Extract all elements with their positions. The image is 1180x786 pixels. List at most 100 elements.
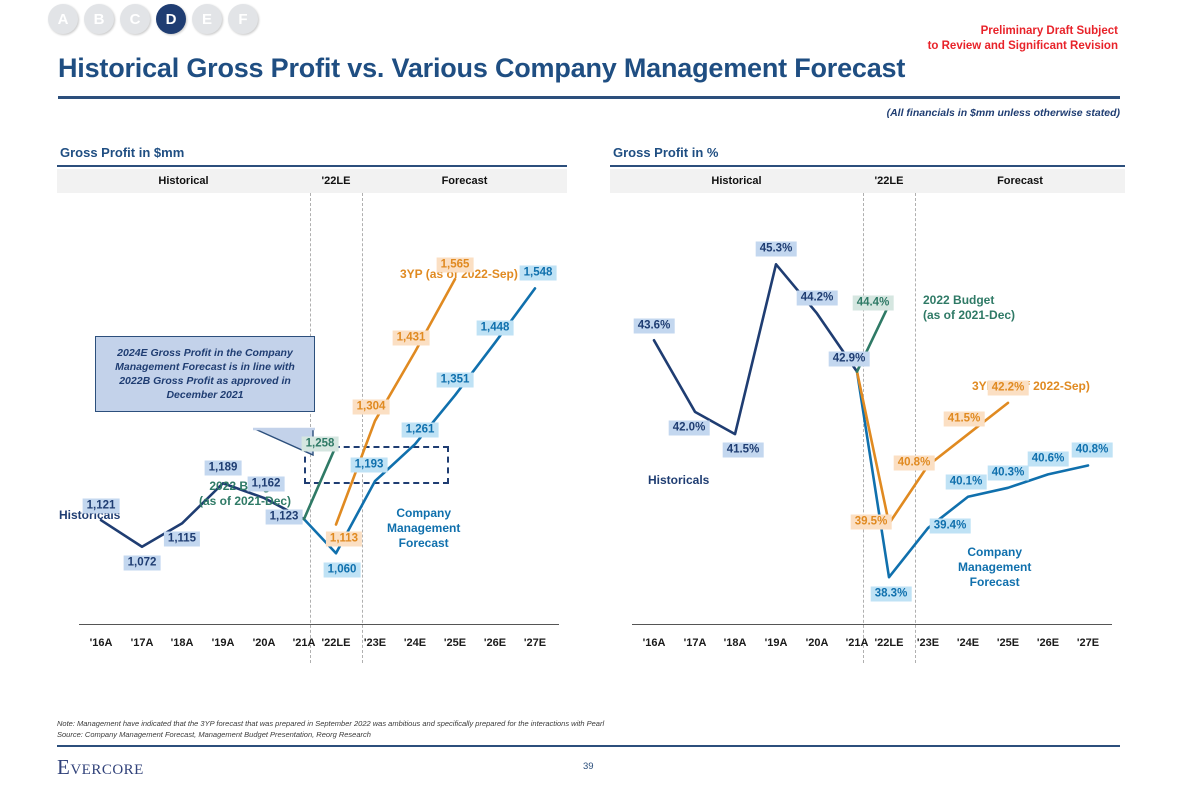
- x-tick-label: '23E: [916, 637, 940, 649]
- draft-line-1: Preliminary Draft Subject: [980, 25, 1118, 37]
- panel-title-percent: Gross Profit in %: [613, 145, 719, 160]
- plot-area-dollars: 2024E Gross Profit in the Company Manage…: [57, 193, 567, 663]
- band-le: '22LE: [321, 175, 351, 187]
- data-label: 42.2%: [987, 380, 1029, 396]
- x-tick-label: '16A: [642, 637, 666, 649]
- data-label: 1,060: [323, 562, 361, 578]
- page-title: Historical Gross Profit vs. Various Comp…: [58, 53, 906, 83]
- logo-first-letter: E: [57, 755, 71, 779]
- x-tick-label: '26E: [1036, 637, 1060, 649]
- annotation-3yp-left: 3YP (as of 2022-Sep): [400, 267, 518, 281]
- series-line-company-management-forecast: [302, 287, 537, 555]
- data-label: 42.0%: [668, 420, 710, 436]
- x-tick-label: '21A: [845, 637, 869, 649]
- panel-divider: [610, 165, 1125, 167]
- annotation-budget-right: 2022 Budget (as of 2021-Dec): [923, 293, 1016, 322]
- x-tick-label: '25E: [443, 637, 467, 649]
- units-note: (All financials in $mm unless otherwise …: [886, 107, 1120, 119]
- data-label: 1,304: [352, 399, 390, 415]
- data-label: 1,548: [519, 265, 557, 281]
- data-label: 1,565: [436, 257, 474, 273]
- x-tick-label: '27E: [1076, 637, 1100, 649]
- x-tick-label: '18A: [723, 637, 747, 649]
- data-label: 1,072: [123, 555, 161, 571]
- data-label: 40.3%: [987, 465, 1029, 481]
- data-label: 39.4%: [929, 518, 971, 534]
- band-forecast: Forecast: [441, 175, 488, 187]
- footer-divider: [57, 745, 1120, 748]
- annotation-company-forecast-right: Company Management Forecast: [958, 545, 1032, 589]
- title-divider: [58, 96, 1120, 99]
- x-tick-label: '23E: [363, 637, 387, 649]
- x-tick-label: '24E: [956, 637, 980, 649]
- x-tick-label: '22LE: [321, 637, 351, 649]
- divider-line-le-end: [362, 193, 363, 663]
- data-label: 1,121: [82, 498, 120, 514]
- data-label: 1,162: [247, 476, 285, 492]
- x-axis-line-left: [79, 623, 559, 625]
- data-label: 45.3%: [755, 241, 797, 257]
- band-forecast: Forecast: [997, 175, 1043, 187]
- data-label: 1,261: [401, 422, 439, 438]
- period-band: Historical '22LE Forecast: [610, 169, 1125, 193]
- tab-e[interactable]: E: [192, 4, 222, 34]
- logo-rest: VERCORE: [70, 762, 144, 778]
- panel-title-dollars: Gross Profit in $mm: [60, 145, 185, 160]
- series-line-historicals: [99, 481, 306, 549]
- data-label: 1,193: [350, 457, 388, 473]
- data-label: 40.8%: [893, 455, 935, 471]
- annotation-historicals-right: Historicals: [648, 473, 710, 487]
- x-tick-label: '19A: [764, 637, 788, 649]
- chart-panel-percent: Gross Profit in % Historical '22LE Forec…: [610, 145, 1125, 690]
- chart-panel-dollars: Gross Profit in $mm Historical '22LE For…: [57, 145, 567, 690]
- tab-c[interactable]: C: [120, 4, 150, 34]
- series-line-3yp-as-of-2022-sep: [334, 277, 457, 526]
- data-label: 40.6%: [1027, 451, 1069, 467]
- plot-area-percent: Historicals Company Management Forecast …: [610, 193, 1125, 663]
- x-tick-label: '16A: [89, 637, 113, 649]
- data-label: 44.2%: [796, 290, 838, 306]
- draft-line-2: to Review and Significant Revision: [927, 40, 1118, 52]
- annotation-company-forecast-left: Company Management Forecast: [387, 506, 461, 550]
- x-tick-label: '17A: [683, 637, 707, 649]
- x-tick-label: '21A: [292, 637, 316, 649]
- series-line-company-management-forecast: [855, 370, 1090, 579]
- period-band: Historical '22LE Forecast: [57, 169, 567, 193]
- tab-d[interactable]: D: [156, 4, 186, 34]
- tab-b[interactable]: B: [84, 4, 114, 34]
- tab-a[interactable]: A: [48, 4, 78, 34]
- series-line-2022-budget-as-of-2021-dec: [302, 444, 338, 521]
- x-tick-label: '20A: [252, 637, 276, 649]
- footnote-source: Source: Company Management Forecast, Man…: [57, 729, 371, 739]
- data-label: 39.5%: [850, 514, 892, 530]
- x-tick-label: '26E: [483, 637, 507, 649]
- x-tick-label: '24E: [403, 637, 427, 649]
- footnote-note: Note: Management have indicated that the…: [57, 719, 605, 728]
- data-label: 43.6%: [633, 318, 675, 334]
- data-label: 1,448: [476, 320, 514, 336]
- draft-disclaimer: Preliminary Draft Subject to Review and …: [928, 24, 1118, 54]
- data-label: 41.5%: [722, 442, 764, 458]
- tab-f[interactable]: F: [228, 4, 258, 34]
- series-line-3yp-as-of-2022-sep: [855, 370, 1010, 525]
- x-tick-label: '18A: [170, 637, 194, 649]
- data-label: 1,113: [325, 531, 363, 546]
- band-historical: Historical: [711, 175, 762, 187]
- band-historical: Historical: [158, 175, 209, 187]
- divider-line-le-start: [863, 193, 864, 663]
- divider-line-le-end: [915, 193, 916, 663]
- panel-divider: [57, 165, 567, 167]
- data-label: 1,431: [392, 330, 430, 346]
- data-label: 38.3%: [870, 586, 912, 602]
- chart-lines-dollars: [99, 277, 537, 555]
- x-tick-label: '20A: [805, 637, 829, 649]
- data-label: 1,123: [265, 509, 303, 525]
- x-axis-line-right: [632, 623, 1112, 625]
- data-label: 1,258: [301, 436, 339, 452]
- data-label: 41.5%: [943, 411, 985, 427]
- x-tick-label: '27E: [523, 637, 547, 649]
- page-number: 39: [583, 761, 594, 772]
- data-label: 40.8%: [1071, 442, 1113, 458]
- data-label: 1,189: [204, 460, 242, 476]
